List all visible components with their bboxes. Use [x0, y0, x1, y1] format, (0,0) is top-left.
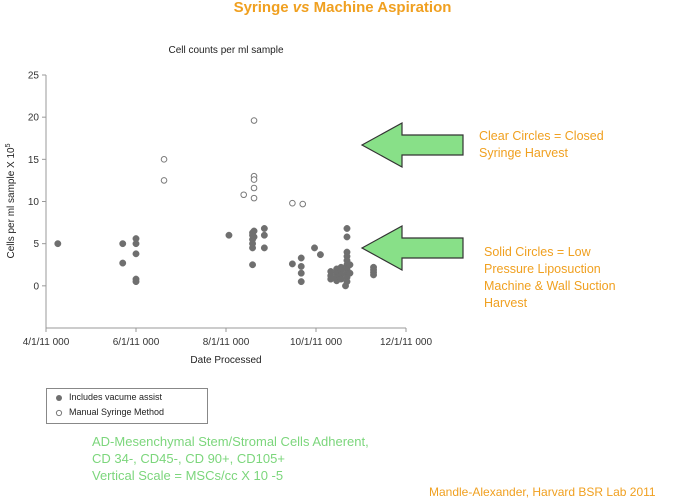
clear-circles-line-2: Syringe Harvest: [479, 146, 568, 160]
solid-circles-note: Solid Circles = Low Pressure Liposuction…: [484, 244, 616, 312]
data-point-open: [289, 199, 296, 207]
data-point-filled: [54, 240, 62, 248]
legend-label-open: Manual Syringe Method: [69, 407, 165, 417]
legend-entry-open: Manual Syringe Method: [55, 407, 164, 417]
clear-circles-arrow: [360, 121, 464, 169]
data-point-open: [160, 177, 168, 184]
data-point-filled: [250, 233, 258, 241]
data-point-open: [250, 194, 258, 202]
x-tick-label: 8/1/11 000: [203, 337, 250, 348]
y-tick-label: 25: [28, 71, 40, 82]
data-point-filled: [250, 227, 258, 235]
open-circle-icon: [55, 409, 63, 416]
data-point-filled: [343, 225, 351, 232]
data-point-filled: [327, 275, 335, 283]
data-point-filled: [225, 231, 233, 239]
data-point-filled: [249, 261, 257, 269]
legend-entry-filled: Includes vacume assist: [55, 392, 162, 402]
y-axis-label: Cells per ml sample X 105: [5, 143, 17, 258]
data-point-open: [250, 117, 258, 124]
y-tick-label: 0: [33, 281, 39, 292]
data-point-open: [299, 200, 307, 208]
data-point-filled: [119, 240, 127, 248]
data-point-filled: [297, 278, 305, 286]
footnote-line-1: AD-Mesenchymal Stem/Stromal Cells Adhere…: [92, 434, 369, 449]
data-point-filled: [249, 244, 257, 252]
chart-title: Cell counts per ml sample: [168, 45, 283, 56]
clear-circles-line-1: Clear Circles = Closed: [479, 129, 604, 143]
data-point-filled: [132, 240, 140, 248]
chart-legend: Includes vacume assist Manual Syringe Me…: [46, 388, 208, 424]
y-tick-label: 15: [28, 155, 40, 166]
data-point-filled: [297, 269, 305, 277]
data-point-filled: [337, 275, 345, 283]
data-point-filled: [260, 225, 268, 232]
data-point-open: [160, 156, 168, 163]
title-suffix: Machine Aspiration: [309, 0, 452, 16]
data-point-open: [240, 191, 248, 199]
y-tick-label: 5: [33, 239, 39, 250]
slide-title: Syringe vs Machine Aspiration: [0, 0, 685, 16]
data-point-filled: [343, 233, 351, 241]
data-point-filled: [132, 278, 140, 286]
footnote-line-3: Vertical Scale = MSCs/cc X 10 -5: [92, 468, 284, 483]
solid-circles-line-2: Pressure Liposuction: [484, 262, 601, 276]
data-point-filled: [311, 244, 318, 252]
data-point-filled: [370, 271, 377, 279]
data-point-filled: [316, 251, 324, 259]
data-point-filled: [132, 250, 140, 258]
solid-circles-line-4: Harvest: [484, 296, 528, 310]
x-tick-label: 6/1/11 000: [113, 337, 160, 348]
data-point-filled: [260, 231, 268, 239]
solid-circles-arrow: [360, 224, 464, 272]
x-axis-label: Date Processed: [190, 355, 261, 366]
data-point-filled: [119, 259, 127, 267]
title-italic: vs: [292, 0, 310, 16]
legend-label-filled: Includes vacume assist: [69, 392, 163, 402]
footnote-line-2: CD 34-, CD45-, CD 90+, CD105+: [92, 451, 285, 466]
cell-footnote: AD-Mesenchymal Stem/Stromal Cells Adhere…: [92, 433, 369, 484]
y-tick-label: 20: [28, 113, 40, 124]
data-point-filled: [297, 262, 305, 270]
y-tick-label: 10: [28, 197, 40, 208]
data-point-open: [250, 184, 258, 192]
data-point-filled: [288, 260, 296, 268]
data-point-filled: [260, 244, 268, 252]
data-point-filled: [346, 261, 354, 269]
data-point-filled: [346, 269, 354, 277]
title-prefix: Syringe: [233, 0, 293, 16]
x-tick-label: 10/1/11 000: [290, 337, 343, 348]
data-point-filled: [343, 278, 351, 286]
clear-circles-note: Clear Circles = Closed Syringe Harvest: [479, 128, 604, 162]
x-tick-label: 12/1/11 000: [380, 337, 433, 348]
data-point-filled: [297, 254, 305, 262]
lab-credit: Mandle-Alexander, Harvard BSR Lab 2011: [429, 485, 656, 499]
solid-circles-line-1: Solid Circles = Low: [484, 245, 591, 259]
data-point-open: [250, 176, 258, 183]
x-tick-label: 4/1/11 000: [23, 337, 70, 348]
solid-circles-line-3: Machine & Wall Suction: [484, 279, 616, 293]
filled-circle-icon: [56, 394, 62, 401]
